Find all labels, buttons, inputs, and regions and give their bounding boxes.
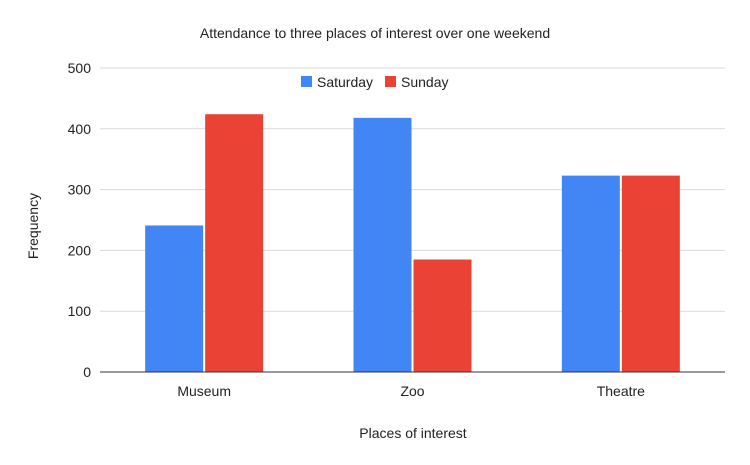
bar-museum-saturday [145,225,204,372]
legend: Saturday Sunday [301,74,448,90]
chart-title: Attendance to three places of interest o… [200,25,550,41]
x-axis-ticks: Museum Zoo Theatre [177,383,645,399]
bar-museum-sunday [205,114,264,372]
y-tick-label: 0 [83,364,91,380]
x-tick-label: Zoo [400,383,424,399]
y-axis-ticks: 0 100 200 300 400 500 [68,60,92,380]
bar-zoo-sunday [413,259,472,372]
x-axis-label: Places of interest [359,425,466,441]
legend-swatch-saturday [301,76,312,87]
y-tick-label: 400 [68,121,92,137]
y-tick-label: 200 [68,242,92,258]
bars [145,114,680,372]
legend-label-sunday: Sunday [401,74,448,90]
bar-theatre-saturday [561,175,620,372]
legend-label-saturday: Saturday [317,74,373,90]
bar-zoo-saturday [353,117,412,372]
y-tick-label: 500 [68,60,92,76]
gridlines [100,67,725,312]
x-tick-label: Theatre [597,383,645,399]
y-tick-label: 300 [68,182,92,198]
y-axis-label: Frequency [25,193,41,259]
y-tick-label: 100 [68,303,92,319]
x-tick-label: Museum [177,383,231,399]
legend-swatch-sunday [385,76,396,87]
bar-theatre-sunday [621,175,680,372]
